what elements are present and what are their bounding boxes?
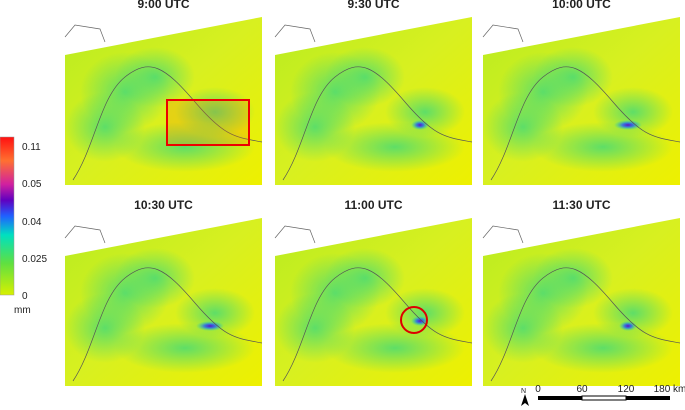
border-line	[282, 66, 473, 181]
highlight-box	[166, 99, 250, 146]
border-line	[282, 267, 473, 382]
border-line	[482, 24, 524, 43]
colorbar-unit: mm	[14, 305, 31, 316]
map-panel	[64, 17, 263, 185]
map-pattern	[115, 248, 195, 308]
map-hotspot	[614, 120, 642, 130]
map-pattern	[593, 87, 673, 137]
scale-label: 180 km	[654, 384, 685, 395]
colorbar-label: 0.04	[22, 217, 42, 228]
border-line	[64, 24, 106, 43]
map-panel	[274, 218, 473, 386]
border-line	[64, 225, 106, 244]
border-line	[482, 225, 524, 244]
panel-title: 9:30 UTC	[347, 0, 399, 11]
map-pattern	[115, 47, 195, 107]
panel-title: 9:00 UTC	[137, 0, 189, 11]
scale-bar	[521, 394, 670, 406]
colorbar	[0, 136, 15, 296]
map-panel	[482, 17, 681, 185]
map-pattern	[275, 293, 355, 363]
map-hotspot	[196, 321, 224, 331]
border-line	[274, 24, 316, 43]
map-pattern	[385, 87, 465, 137]
map-panel	[482, 218, 681, 386]
border-line	[490, 267, 681, 382]
border-line	[72, 66, 263, 181]
panel-title: 11:00 UTC	[344, 198, 402, 212]
map-pattern	[275, 92, 355, 162]
map-pattern	[533, 47, 613, 107]
scale-label: 0	[535, 384, 541, 395]
panel-title: 10:00 UTC	[552, 0, 611, 11]
north-label: N	[521, 388, 526, 395]
colorbar-label: 0	[22, 291, 28, 302]
scale-label: 60	[576, 384, 588, 395]
map-pattern	[65, 293, 145, 363]
colorbar-label: 0.11	[22, 142, 41, 153]
border-line	[490, 66, 681, 181]
map-panel	[64, 218, 263, 386]
map-pattern	[325, 248, 405, 308]
colorbar-label: 0.025	[22, 254, 47, 265]
map-pattern	[533, 248, 613, 308]
panel-title: 11:30 UTC	[552, 198, 610, 212]
map-pattern	[65, 92, 145, 162]
map-pattern	[175, 288, 255, 338]
map-pattern	[325, 47, 405, 107]
map-hotspot	[411, 120, 429, 130]
map-panel	[274, 17, 473, 185]
map-hotspot	[619, 321, 637, 331]
highlight-circle	[400, 306, 428, 334]
map-pattern	[593, 288, 673, 338]
map-pattern	[483, 92, 563, 162]
panel-title: 10:30 UTC	[134, 198, 193, 212]
map-pattern	[483, 293, 563, 363]
scale-label: 120	[618, 384, 635, 395]
colorbar-label: 0.05	[22, 179, 42, 190]
border-line	[274, 225, 316, 244]
border-line	[72, 267, 263, 382]
